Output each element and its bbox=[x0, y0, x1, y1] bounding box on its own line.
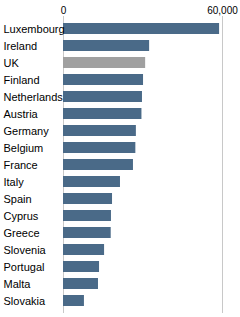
svg-text:Netherlands: Netherlands bbox=[4, 91, 64, 103]
svg-text:France: France bbox=[4, 159, 38, 171]
svg-text:UK: UK bbox=[4, 57, 20, 69]
svg-text:Finland: Finland bbox=[4, 74, 40, 86]
svg-text:0: 0 bbox=[61, 5, 67, 16]
svg-text:60,000: 60,000 bbox=[207, 5, 238, 16]
svg-text:Spain: Spain bbox=[4, 193, 32, 205]
svg-text:Italy: Italy bbox=[4, 176, 25, 188]
svg-text:Ireland: Ireland bbox=[4, 40, 38, 52]
svg-text:Slovakia: Slovakia bbox=[4, 295, 46, 307]
svg-text:Austria: Austria bbox=[4, 108, 39, 120]
svg-text:Portugal: Portugal bbox=[4, 261, 45, 273]
svg-text:Germany: Germany bbox=[4, 125, 50, 137]
svg-text:Greece: Greece bbox=[4, 227, 40, 239]
svg-text:Luxembourg: Luxembourg bbox=[4, 23, 65, 35]
svg-text:Cyprus: Cyprus bbox=[4, 210, 39, 222]
svg-text:Belgium: Belgium bbox=[4, 142, 44, 154]
svg-text:Malta: Malta bbox=[4, 278, 32, 290]
svg-text:Slovenia: Slovenia bbox=[4, 244, 47, 256]
